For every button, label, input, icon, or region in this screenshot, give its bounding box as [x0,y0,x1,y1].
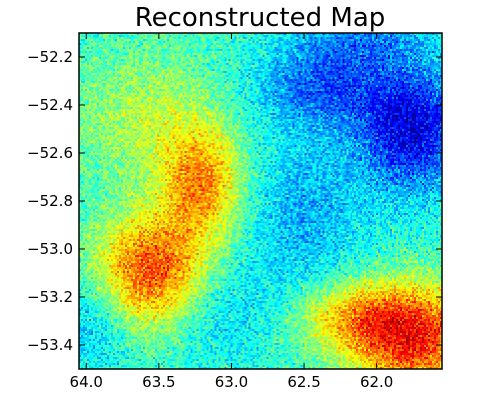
heatmap-canvas-holder [79,33,442,369]
x-axis: 64.0 63.5 63.0 62.5 62.0 [70,33,393,391]
x-tick-label: 63.0 [215,373,248,391]
y-tick-label: −53.0 [27,240,73,258]
y-tick-label: −52.4 [27,96,73,114]
x-tick-label: 64.0 [70,373,103,391]
y-axis: −52.2 −52.4 −52.6 −52.8 −53.0 −53.2 −53.4 [27,48,442,354]
y-tick-label: −52.6 [27,144,73,162]
heatmap-canvas [79,33,442,369]
y-tick-label: −52.2 [27,48,73,66]
y-tick-label: −53.2 [27,288,73,306]
chart-title: Reconstructed Map [135,3,386,33]
x-tick-label: 62.5 [287,373,320,391]
x-tick-label: 62.0 [360,373,393,391]
y-tick-label: −53.4 [27,336,73,354]
y-tick-label: −52.8 [27,192,73,210]
x-tick-label: 63.5 [142,373,175,391]
